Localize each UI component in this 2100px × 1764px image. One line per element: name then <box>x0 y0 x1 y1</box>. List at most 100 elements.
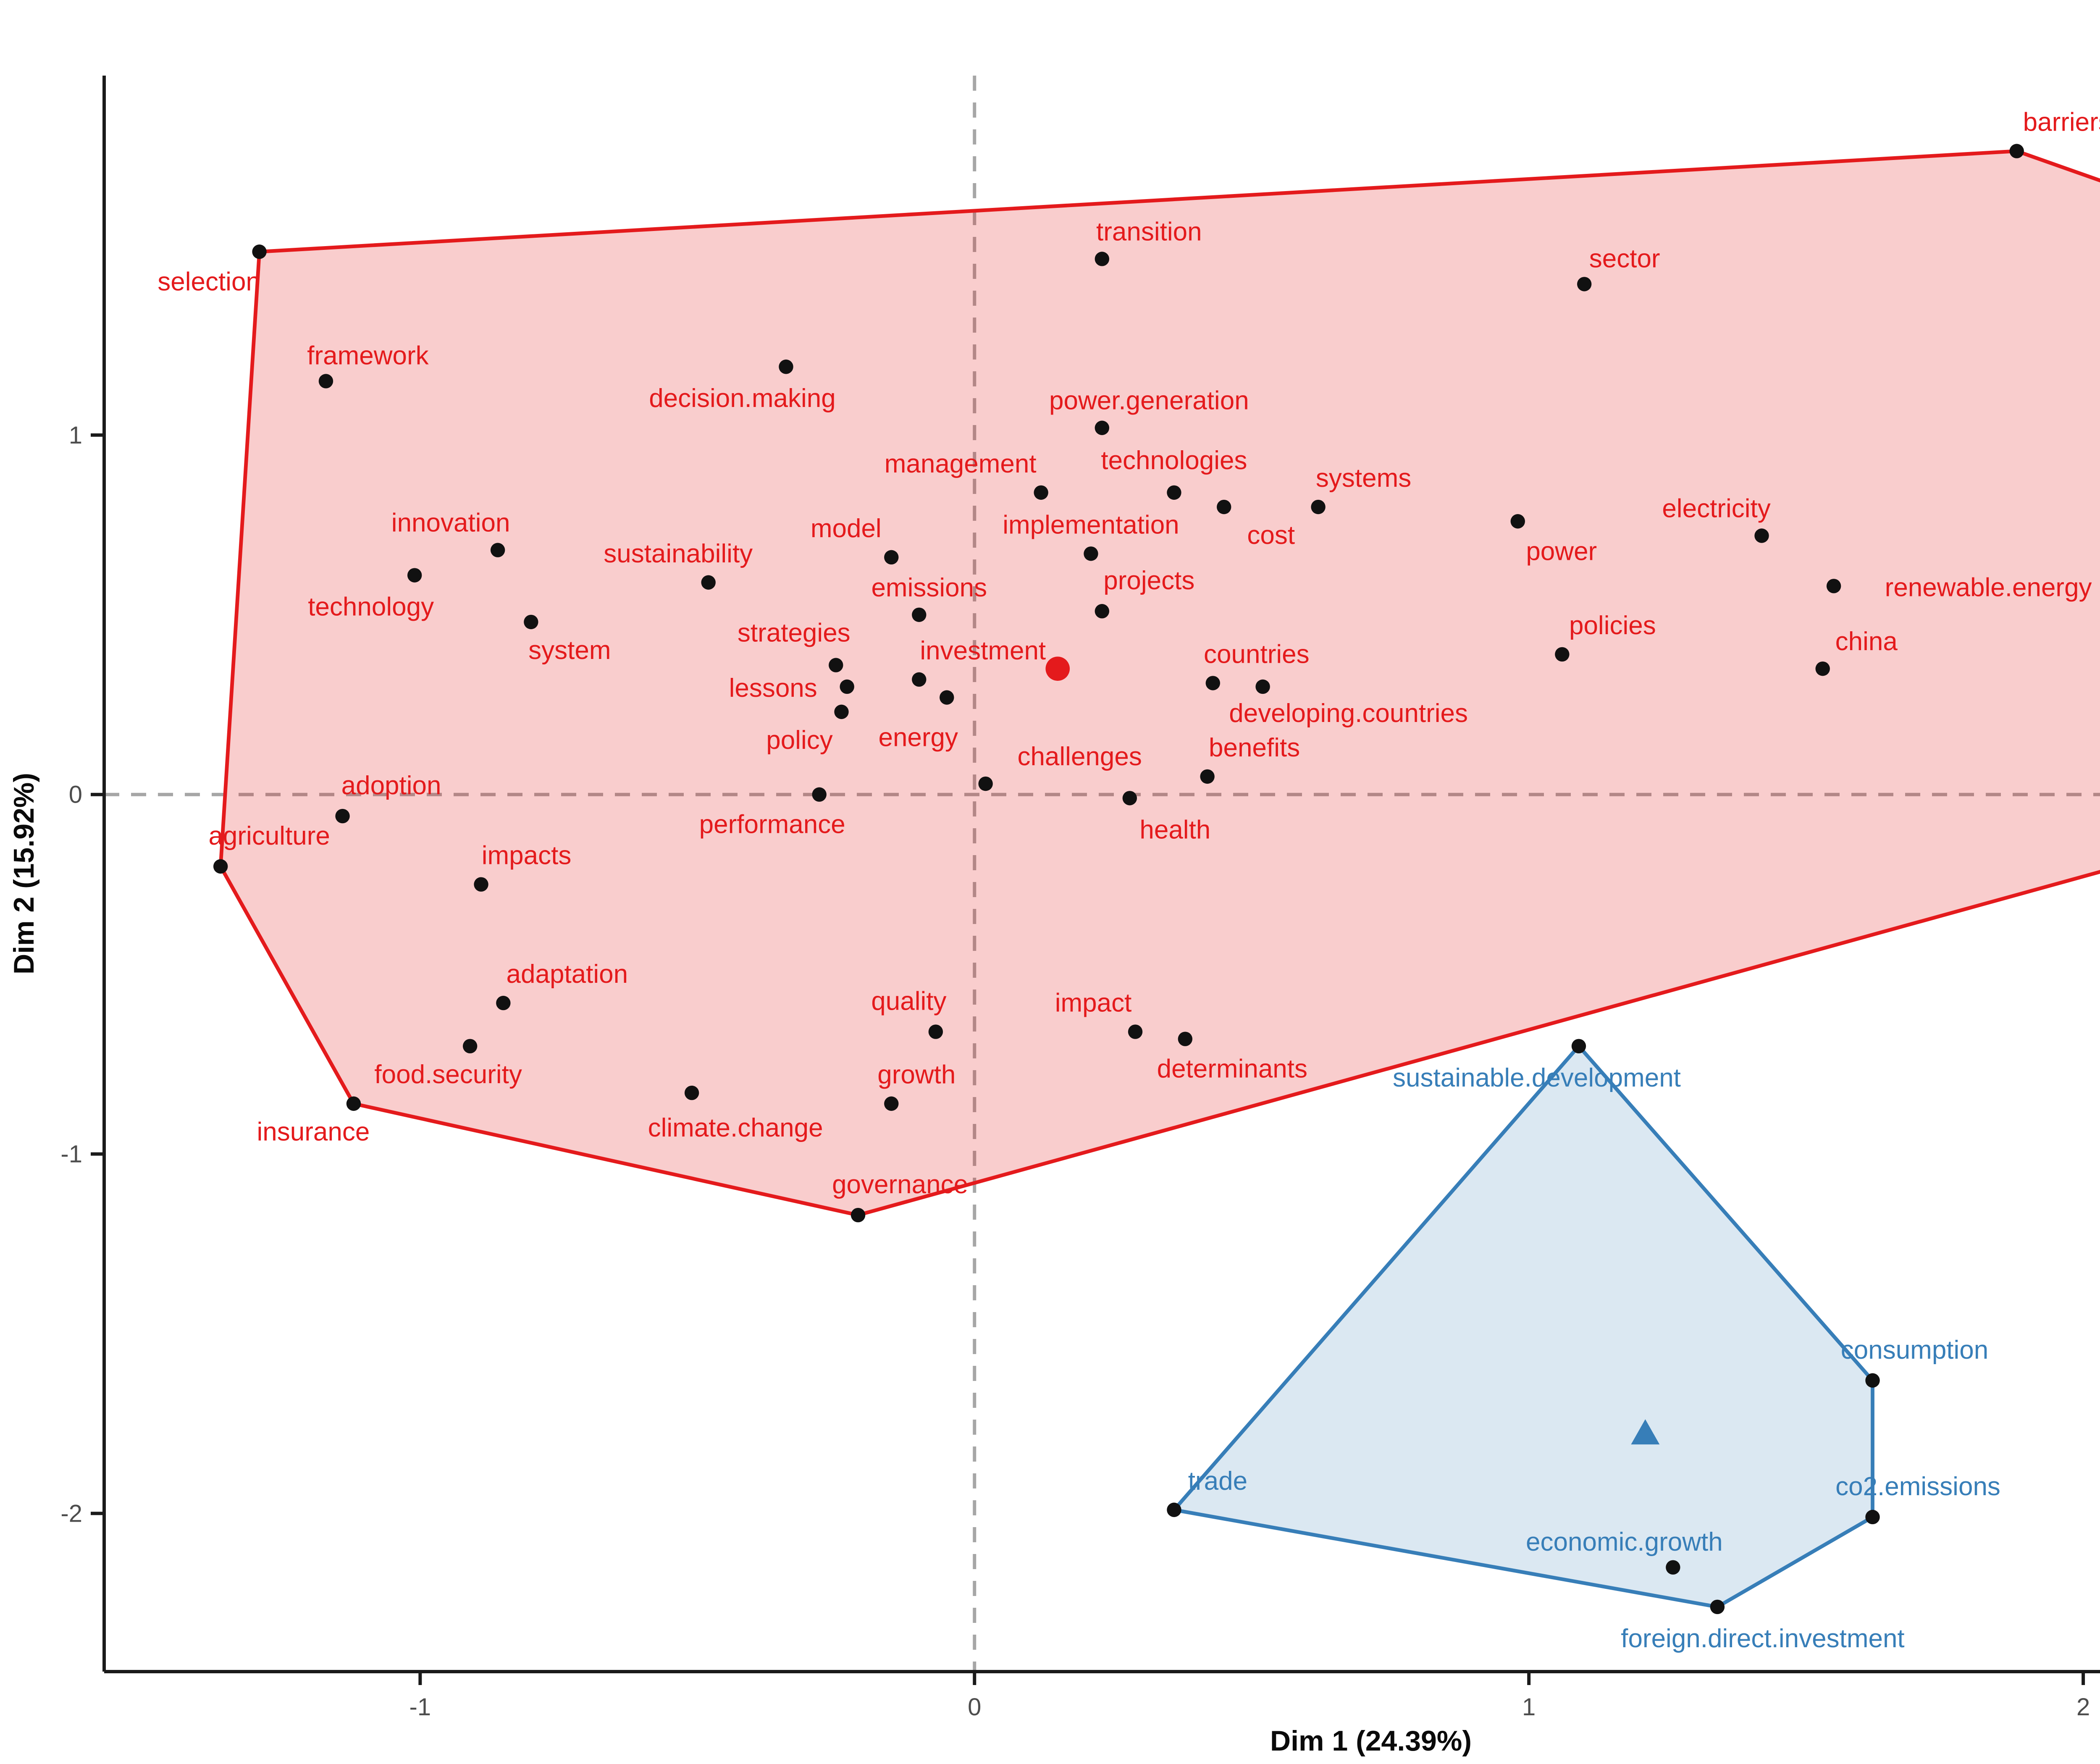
term-point-policy <box>834 704 849 719</box>
term-label-co2.emissions: co2.emissions <box>1835 1472 2000 1501</box>
term-point-developing.countries <box>1255 679 1270 694</box>
term-label-power.generation: power.generation <box>1049 386 1249 415</box>
term-point-challenges <box>978 776 993 791</box>
term-label-strategies: strategies <box>738 619 850 648</box>
term-point-consumption <box>1865 1373 1880 1388</box>
term-point-insurance <box>346 1096 361 1111</box>
term-point-quality <box>928 1024 943 1039</box>
term-point-power.generation <box>1095 420 1110 435</box>
term-point-projects <box>1095 604 1110 619</box>
term-label-trade: trade <box>1188 1467 1247 1496</box>
y-tick-label: 0 <box>69 781 82 808</box>
term-label-impact: impact <box>1055 989 1132 1018</box>
term-point-lessons <box>840 679 854 694</box>
term-point-innovation <box>490 543 505 557</box>
term-point-renewable.energy <box>1826 579 1841 593</box>
term-label-health: health <box>1139 815 1210 844</box>
term-label-transition: transition <box>1096 217 1202 246</box>
term-label-cost: cost <box>1247 521 1295 550</box>
term-point-climate.change <box>684 1085 699 1100</box>
term-point-sustainable.development <box>1571 1039 1586 1054</box>
term-label-governance: governance <box>832 1170 968 1199</box>
term-label-lessons: lessons <box>729 674 817 703</box>
term-point-technology <box>407 568 422 583</box>
term-point-technologies <box>1167 485 1181 500</box>
term-label-sustainable.development: sustainable.development <box>1393 1063 1681 1092</box>
term-point-model <box>884 550 899 565</box>
cluster-blue-centroid <box>1631 1419 1660 1445</box>
term-point-countries <box>1205 676 1221 690</box>
term-point-selection <box>252 244 267 259</box>
term-point-co2.emissions <box>1865 1509 1880 1525</box>
term-label-energy: energy <box>878 723 958 752</box>
term-label-quality: quality <box>871 987 946 1016</box>
term-point-determinants <box>1178 1032 1193 1046</box>
term-label-countries: countries <box>1204 640 1310 669</box>
term-label-policies: policies <box>1569 611 1656 640</box>
term-point-transition <box>1095 252 1110 266</box>
term-label-selection: selection <box>158 267 260 296</box>
term-label-decision.making: decision.making <box>649 384 836 413</box>
term-label-insurance: insurance <box>257 1118 370 1147</box>
term-label-sustainability: sustainability <box>604 539 753 568</box>
term-point-economic.growth <box>1666 1560 1680 1575</box>
term-label-model: model <box>811 514 882 543</box>
term-label-foreign.direct.investment: foreign.direct.investment <box>1621 1624 1904 1653</box>
term-label-sector: sector <box>1589 244 1660 273</box>
cluster-red-hull <box>218 149 2100 1217</box>
term-point-governance <box>850 1208 866 1223</box>
x-tick-label: -1 <box>410 1693 431 1721</box>
term-label-technologies: technologies <box>1101 446 1247 475</box>
term-label-impacts: impacts <box>482 841 572 870</box>
term-label-economic.growth: economic.growth <box>1526 1528 1723 1557</box>
term-label-power: power <box>1526 537 1597 566</box>
term-point-foreign.direct.investment <box>1710 1599 1725 1614</box>
y-tick-label: 1 <box>69 422 82 449</box>
term-label-performance: performance <box>699 810 845 839</box>
term-label-adaptation: adaptation <box>507 960 628 989</box>
x-tick-label: 0 <box>968 1693 981 1721</box>
term-label-china: china <box>1835 627 1898 656</box>
term-point-benefits <box>1200 769 1215 784</box>
term-point-strategies <box>829 658 843 672</box>
term-label-agriculture: agriculture <box>208 822 330 850</box>
x-tick-label: 1 <box>1522 1693 1536 1721</box>
term-point-energy <box>940 690 954 705</box>
term-point-health <box>1122 791 1137 806</box>
term-point-investment <box>912 672 927 687</box>
term-point-trade <box>1167 1502 1181 1517</box>
term-label-systems: systems <box>1316 464 1411 493</box>
term-point-systems <box>1311 499 1326 514</box>
term-point-growth <box>884 1096 899 1111</box>
term-point-implementation <box>1084 546 1098 561</box>
term-label-implementation: implementation <box>1003 510 1179 539</box>
term-point-agriculture <box>213 859 228 874</box>
term-point-system <box>524 614 538 630</box>
term-point-food.security <box>462 1039 478 1054</box>
term-point-framework <box>318 374 333 388</box>
term-label-investment: investment <box>920 636 1046 665</box>
x-axis-title: Dim 1 (24.39%) <box>1270 1725 1472 1757</box>
term-label-growth: growth <box>877 1060 956 1089</box>
term-point-adaptation <box>496 995 511 1011</box>
term-label-policy: policy <box>766 726 833 755</box>
term-label-food.security: food.security <box>374 1060 522 1089</box>
term-point-emissions <box>912 607 927 622</box>
term-label-framework: framework <box>307 341 429 370</box>
cluster-red-centroid <box>1045 656 1070 681</box>
y-tick-label: -2 <box>60 1500 82 1527</box>
term-label-management: management <box>885 449 1037 478</box>
y-axis-title: Dim 2 (15.92%) <box>8 773 40 974</box>
term-label-challenges: challenges <box>1017 742 1142 771</box>
term-label-emissions: emissions <box>871 573 987 602</box>
term-point-sector <box>1577 277 1592 291</box>
term-point-sustainability <box>701 575 716 590</box>
term-point-impacts <box>474 877 488 892</box>
term-point-adoption <box>335 808 350 824</box>
term-point-performance <box>812 787 827 802</box>
term-label-consumption: consumption <box>1841 1336 1989 1365</box>
term-label-climate.change: climate.change <box>648 1113 823 1142</box>
